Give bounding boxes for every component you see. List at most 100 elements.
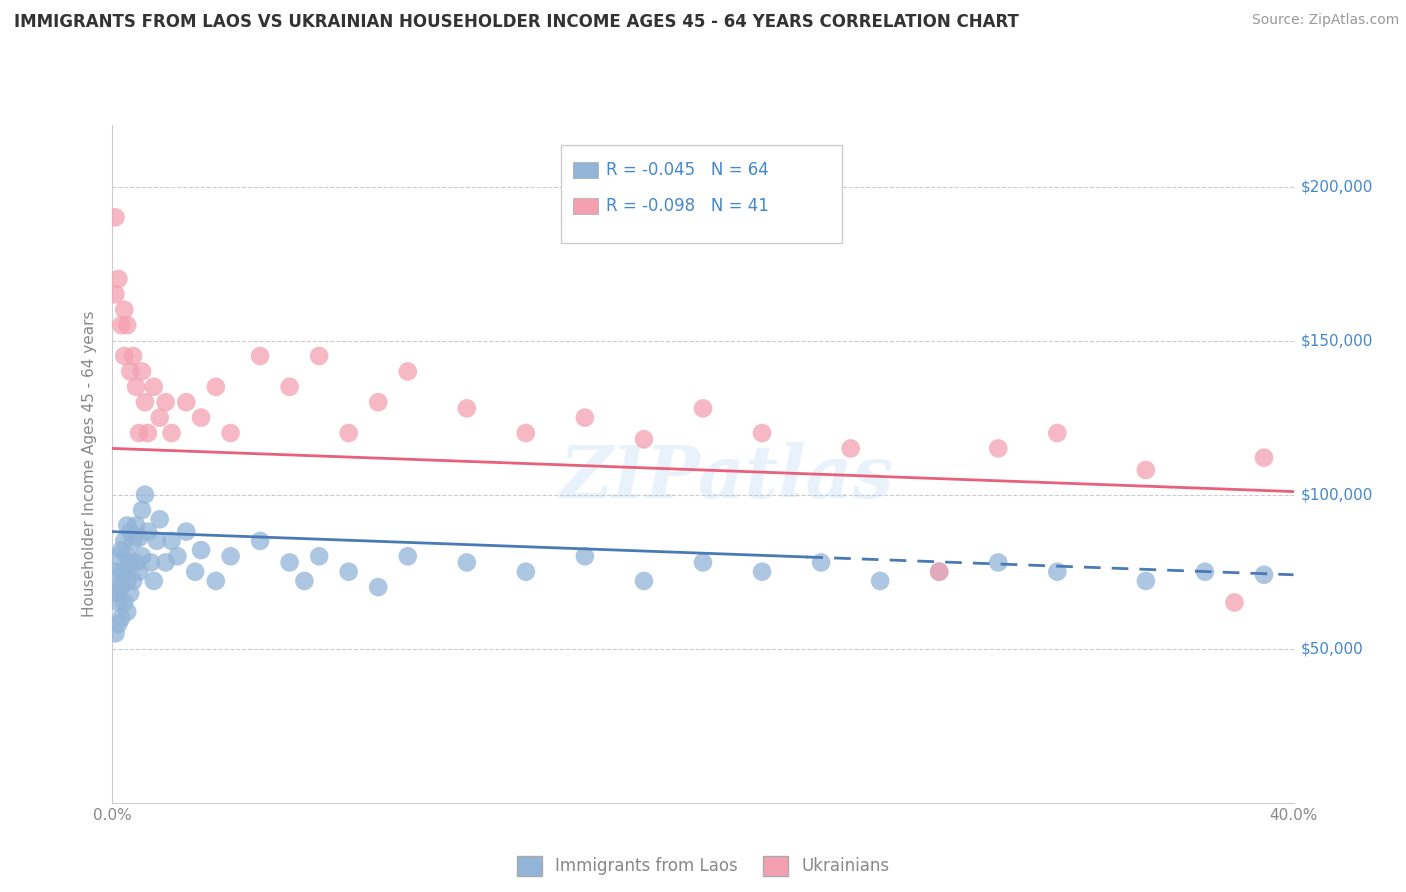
- Point: [278, 380, 301, 394]
- Point: [174, 395, 197, 409]
- Point: [249, 533, 271, 548]
- Text: IMMIGRANTS FROM LAOS VS UKRAINIAN HOUSEHOLDER INCOME AGES 45 - 64 YEARS CORRELAT: IMMIGRANTS FROM LAOS VS UKRAINIAN HOUSEH…: [14, 13, 1019, 31]
- Point: [110, 318, 132, 333]
- Point: [110, 611, 132, 625]
- Point: [160, 533, 183, 548]
- Point: [155, 395, 177, 409]
- Text: $100,000: $100,000: [1301, 487, 1372, 502]
- Point: [928, 565, 950, 579]
- Point: [107, 580, 129, 594]
- Point: [1046, 425, 1069, 440]
- Point: [219, 425, 242, 440]
- Text: $150,000: $150,000: [1301, 333, 1372, 348]
- Point: [110, 543, 132, 558]
- Point: [110, 565, 132, 579]
- Point: [308, 549, 330, 564]
- Point: [810, 556, 832, 570]
- Text: $50,000: $50,000: [1301, 641, 1364, 657]
- Point: [190, 410, 212, 425]
- Point: [110, 580, 132, 594]
- Point: [278, 556, 301, 570]
- Point: [112, 349, 135, 363]
- Point: [142, 574, 165, 588]
- Point: [337, 565, 360, 579]
- Point: [987, 556, 1010, 570]
- Point: [205, 380, 228, 394]
- Point: [122, 349, 145, 363]
- Point: [692, 401, 714, 416]
- Point: [146, 533, 169, 548]
- Point: [456, 556, 478, 570]
- Point: [574, 410, 596, 425]
- Point: [166, 549, 188, 564]
- Point: [1253, 567, 1275, 582]
- Point: [869, 574, 891, 588]
- Point: [515, 565, 537, 579]
- Point: [1135, 463, 1157, 477]
- Point: [128, 425, 150, 440]
- Point: [292, 574, 315, 588]
- Text: Source: ZipAtlas.com: Source: ZipAtlas.com: [1251, 13, 1399, 28]
- Point: [117, 549, 138, 564]
- Point: [107, 595, 129, 609]
- Legend: Immigrants from Laos, Ukrainians: Immigrants from Laos, Ukrainians: [510, 849, 896, 882]
- Point: [112, 565, 135, 579]
- Point: [219, 549, 242, 564]
- Point: [1223, 595, 1246, 609]
- Point: [396, 364, 419, 378]
- Point: [337, 425, 360, 440]
- Point: [104, 626, 127, 640]
- Point: [367, 395, 389, 409]
- Point: [149, 410, 172, 425]
- Point: [456, 401, 478, 416]
- Point: [1135, 574, 1157, 588]
- Point: [136, 524, 159, 539]
- Point: [122, 533, 145, 548]
- Point: [633, 432, 655, 446]
- Point: [633, 574, 655, 588]
- Point: [117, 318, 138, 333]
- Point: [134, 395, 156, 409]
- Point: [574, 549, 596, 564]
- Point: [112, 302, 135, 317]
- Point: [104, 565, 127, 579]
- Text: ZIPatlas: ZIPatlas: [560, 442, 894, 513]
- Point: [125, 518, 148, 533]
- Point: [117, 605, 138, 619]
- Point: [139, 556, 162, 570]
- Point: [515, 425, 537, 440]
- Point: [104, 287, 127, 301]
- Point: [751, 565, 773, 579]
- Point: [367, 580, 389, 594]
- Point: [107, 549, 129, 564]
- Point: [131, 503, 153, 517]
- Point: [107, 272, 129, 286]
- Point: [249, 349, 271, 363]
- Point: [1253, 450, 1275, 465]
- Point: [122, 574, 145, 588]
- Point: [120, 586, 142, 600]
- Point: [104, 211, 127, 225]
- Point: [149, 512, 172, 526]
- Y-axis label: Householder Income Ages 45 - 64 years: Householder Income Ages 45 - 64 years: [82, 310, 97, 617]
- Point: [112, 533, 135, 548]
- Point: [155, 556, 177, 570]
- Point: [308, 349, 330, 363]
- Point: [184, 565, 207, 579]
- Point: [131, 364, 153, 378]
- Point: [125, 380, 148, 394]
- Point: [190, 543, 212, 558]
- Point: [751, 425, 773, 440]
- Point: [125, 556, 148, 570]
- Point: [987, 442, 1010, 456]
- Point: [120, 524, 142, 539]
- Text: R = -0.045   N = 64: R = -0.045 N = 64: [606, 161, 769, 179]
- Point: [120, 364, 142, 378]
- Point: [1046, 565, 1069, 579]
- Point: [120, 556, 142, 570]
- Point: [107, 617, 129, 632]
- Point: [128, 565, 150, 579]
- Point: [160, 425, 183, 440]
- Point: [928, 565, 950, 579]
- Point: [134, 488, 156, 502]
